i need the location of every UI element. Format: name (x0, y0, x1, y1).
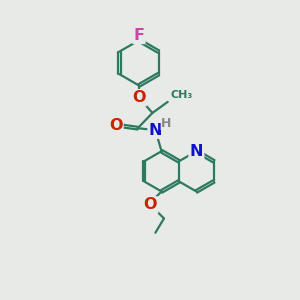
Text: N: N (148, 123, 162, 138)
Text: O: O (132, 90, 146, 105)
Text: CH₃: CH₃ (171, 90, 193, 100)
Text: O: O (144, 197, 157, 212)
Text: F: F (134, 28, 145, 43)
Text: O: O (109, 118, 122, 133)
Text: H: H (161, 117, 172, 130)
Text: N: N (190, 144, 203, 159)
